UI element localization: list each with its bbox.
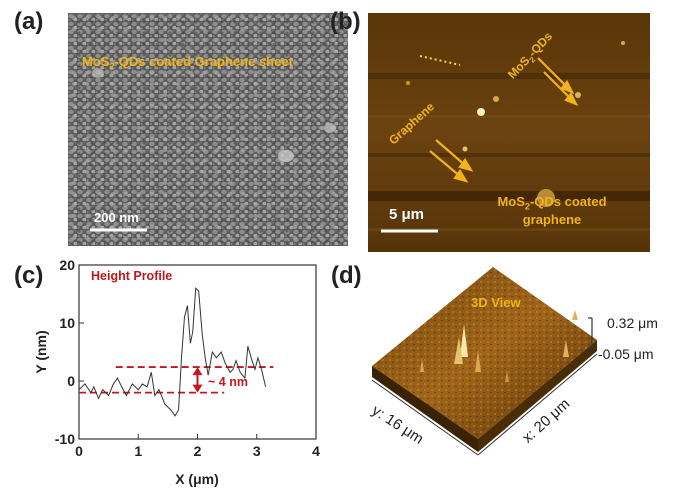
- panel-b-label: (b): [330, 8, 361, 35]
- z-max-label: 0.32 μm: [607, 315, 658, 331]
- afm-coated-label: MoS2-QDs coated graphene: [497, 194, 607, 227]
- x-axis-label: X (μm): [175, 471, 219, 487]
- x-tick-label: 2: [194, 443, 202, 459]
- y-tick-label: 10: [59, 315, 75, 331]
- chart-title: Height Profile: [91, 269, 172, 283]
- panel-d-label: (d): [331, 262, 362, 289]
- view-3d-label: 3D View: [471, 295, 521, 310]
- z-min-label: -0.05 μm: [598, 346, 654, 362]
- sem-scale-label: 200 nm: [94, 210, 139, 225]
- y-tick-label: 0: [67, 373, 75, 389]
- afm-arrows-qd: [537, 57, 579, 107]
- afm-scale-label: 5 μm: [389, 206, 425, 223]
- x-tick-label: 4: [312, 443, 320, 459]
- panel-c-label: (c): [14, 262, 44, 289]
- sem-image: [68, 13, 348, 246]
- afm-arrows-graphene: [429, 139, 474, 183]
- afm-3d-surface: [371, 267, 598, 456]
- panel-a-label: (a): [14, 8, 44, 35]
- x-tick-label: 1: [134, 443, 142, 459]
- height-arrow: [192, 367, 203, 393]
- panel-a-title: MoS2-QDs coated Graphene sheet: [82, 54, 293, 72]
- y-axis-label: Y (nm): [33, 330, 49, 373]
- afm-image: [368, 13, 650, 252]
- annotation-label: ~ 4 nm: [208, 375, 248, 389]
- y-tick-label: 20: [59, 258, 75, 273]
- y-tick-label: -10: [55, 431, 75, 447]
- afm-dotted-line: [419, 55, 461, 66]
- plot-frame: [78, 264, 317, 440]
- x-tick-label: 0: [75, 443, 83, 459]
- height-profile-line: [78, 287, 267, 417]
- x-tick-label: 3: [253, 443, 261, 459]
